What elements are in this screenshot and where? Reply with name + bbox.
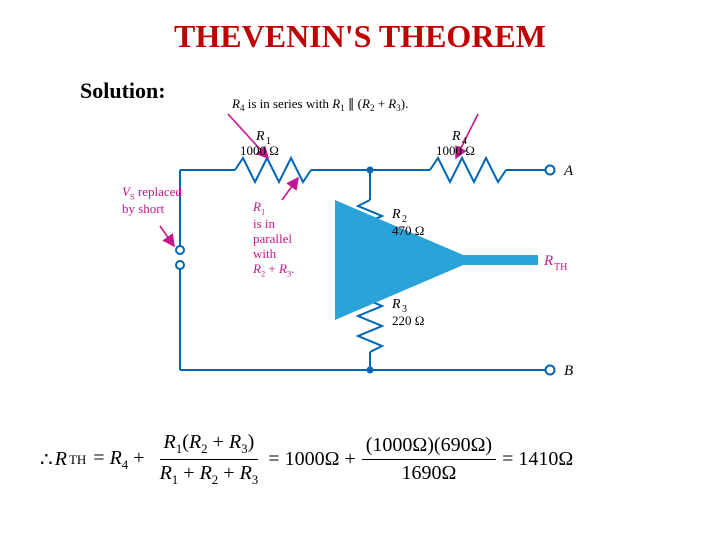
terminal-a-label: A [563, 163, 574, 179]
svg-text:R: R [451, 129, 461, 144]
svg-text:R: R [391, 297, 401, 312]
circuit-svg: R 1 1000 Ω R 4 1000 Ω R 2 470 Ω R 3 220 … [140, 90, 600, 400]
svg-text:R: R [255, 129, 265, 144]
svg-text:TH: TH [554, 262, 567, 273]
r2-value: 470 Ω [392, 223, 424, 238]
annotation-top: R4 is in series with R1 ∥ (R2 + R3). [231, 96, 408, 113]
eq-step2: = 1000Ω + [268, 448, 355, 471]
fraction-2: (1000Ω)(690Ω) 1690Ω [362, 434, 496, 485]
page-title: THEVENIN'S THEOREM [0, 0, 720, 55]
circuit-diagram: R 1 1000 Ω R 4 1000 Ω R 2 470 Ω R 3 220 … [140, 90, 600, 400]
r4-value: 1000 Ω [436, 143, 475, 158]
result: = 1410Ω [502, 448, 573, 471]
annotation-left: VS replacedby short [122, 185, 192, 217]
svg-text:R: R [391, 207, 401, 222]
svg-text:R: R [543, 253, 553, 269]
rth-formula: ∴ RTH = R4 + R1(R2 + R3) R1 + R2 + R3 = … [40, 431, 573, 488]
r1-value: 1000 Ω [240, 143, 279, 158]
fraction-1: R1(R2 + R3) R1 + R2 + R3 [156, 431, 263, 488]
terminal-b-label: B [564, 363, 573, 379]
annotation-mid: R1is inparallelwithR2 + R3. [253, 200, 333, 279]
therefore-symbol: ∴ [40, 447, 53, 472]
r3-value: 220 Ω [392, 313, 424, 328]
